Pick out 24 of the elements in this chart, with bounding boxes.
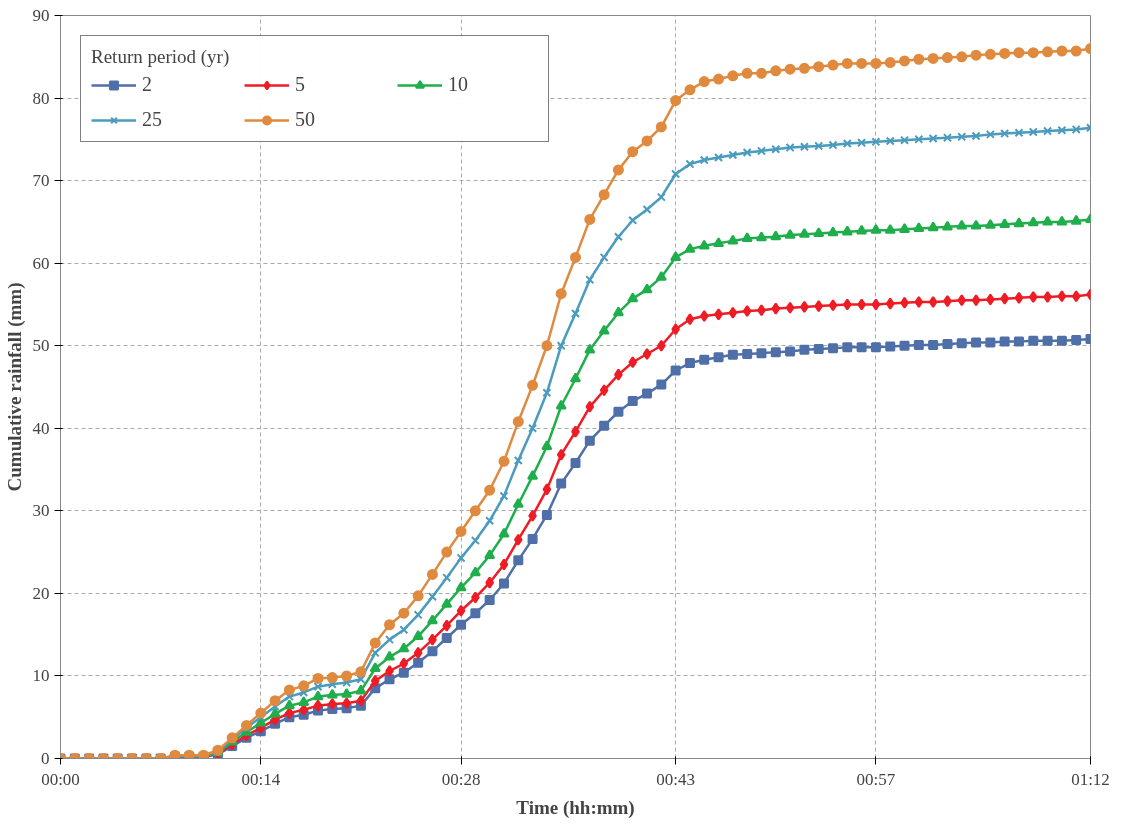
y-tick-label: 30	[32, 501, 50, 521]
y-tick-label: 40	[32, 418, 50, 438]
legend-label: 2	[142, 73, 153, 96]
y-tick-label: 50	[32, 336, 50, 356]
y-tick-label: 60	[32, 253, 50, 273]
x-tick-label: 00:00	[41, 769, 80, 789]
legend-title: Return period (yr)	[91, 46, 231, 68]
x-axis-title: Time (hh:mm)	[516, 796, 635, 819]
x-tick-label: 00:43	[656, 769, 696, 789]
y-tick-label: 20	[32, 583, 50, 603]
x-tick-label: 00:28	[441, 769, 481, 789]
x-tick-label: 01:12	[1071, 769, 1110, 789]
y-tick-label: 0	[41, 749, 50, 768]
legend-label: 25	[142, 108, 163, 131]
y-tick-label: 80	[32, 88, 50, 108]
legend-label: 5	[295, 73, 306, 96]
legend-label: 10	[448, 73, 469, 96]
legend-label: 50	[295, 108, 316, 131]
x-tick-label: 00:57	[856, 769, 896, 789]
y-tick-label: 70	[32, 171, 50, 191]
y-tick-label: 90	[32, 6, 50, 25]
y-tick-label: 10	[32, 666, 50, 686]
x-tick-label: 00:14	[241, 769, 281, 789]
y-axis-title: Cumulative rainfall (mm)	[3, 282, 26, 492]
